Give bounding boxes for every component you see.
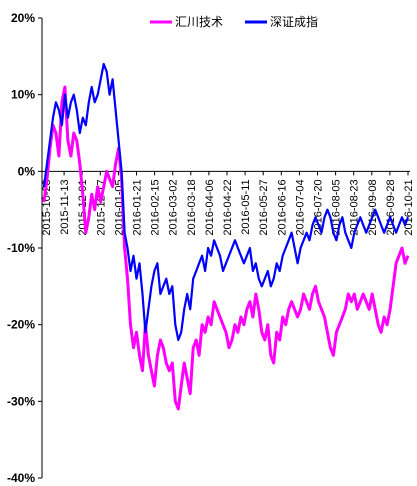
x-tick-label: 2016-05-27 bbox=[258, 179, 270, 235]
y-tick-label: -10% bbox=[7, 241, 35, 255]
x-tick-label: 2016-04-06 bbox=[204, 179, 216, 235]
y-tick-label: -40% bbox=[7, 471, 35, 485]
legend: 汇川技术 深证成指 bbox=[150, 14, 318, 29]
x-axis: 2015-10-28 2015-11-13 2015-12-01 2015-12-17… bbox=[41, 170, 415, 236]
x-tick-label: 2016-05-11 bbox=[240, 179, 252, 234]
x-tick-label: 2016-07-04 bbox=[294, 179, 306, 235]
x-tick-label: 2015-11-13 bbox=[59, 179, 71, 234]
x-tick-label: 2016-07-20 bbox=[313, 179, 325, 235]
x-tick-label: 2016-02-15 bbox=[150, 179, 162, 235]
series-line-shenzhen-index bbox=[42, 62, 410, 342]
series-layer bbox=[42, 62, 410, 411]
x-tick-label: 2016-01-21 bbox=[132, 179, 144, 235]
y-tick-label: -20% bbox=[7, 318, 35, 332]
y-tick-label: 20% bbox=[11, 11, 35, 25]
x-tick-label: 2016-06-16 bbox=[276, 179, 288, 235]
legend-label: 汇川技术 bbox=[175, 15, 223, 29]
x-tick-label: 2016-04-22 bbox=[222, 179, 234, 235]
x-tick-label: 2016-03-02 bbox=[168, 179, 180, 235]
y-tick-label: -30% bbox=[7, 394, 35, 408]
y-tick-label: 10% bbox=[11, 88, 35, 102]
y-axis: 20% 10% 0% -10% -20% -30% -40% bbox=[7, 11, 43, 485]
y-tick-label: 0% bbox=[18, 164, 36, 178]
legend-label: 深证成指 bbox=[270, 14, 318, 29]
series-line-huichuan bbox=[42, 85, 410, 411]
x-tick-label: 2016-08-23 bbox=[349, 179, 361, 235]
x-tick-label: 2016-10-21 bbox=[403, 179, 415, 235]
x-tick-label: 2016-03-18 bbox=[186, 179, 198, 235]
